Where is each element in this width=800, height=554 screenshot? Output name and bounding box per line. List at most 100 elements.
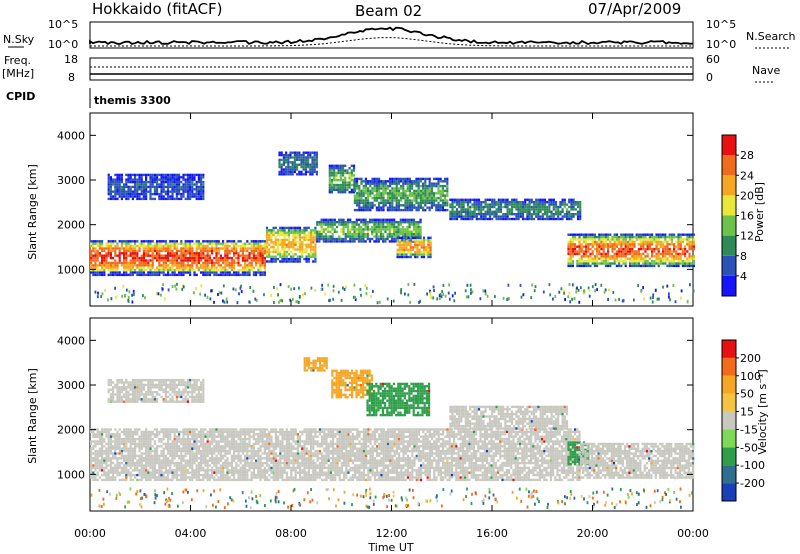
power-cell: [237, 264, 240, 267]
power-cell: [362, 184, 365, 188]
power-cell: [276, 233, 280, 237]
vel-cell: [127, 469, 130, 472]
vel-cell: [114, 478, 117, 482]
power-cell: [268, 238, 271, 242]
power-cell: [441, 204, 444, 207]
power-cell: [331, 240, 334, 243]
power-cell: [578, 247, 581, 251]
power-cell: [364, 182, 367, 185]
power-cell: [175, 173, 178, 177]
power-cell: [285, 165, 288, 169]
power-cell: [138, 188, 141, 191]
vel-cell: [162, 430, 165, 434]
power-cell: [246, 273, 249, 277]
power-cell: [112, 271, 115, 274]
power-cell: [149, 247, 152, 250]
power-cell: [140, 192, 143, 196]
power-cell: [602, 238, 605, 241]
vel-cell: [142, 464, 145, 467]
power-cell: [125, 268, 128, 272]
power-cell: [107, 244, 110, 248]
power-cell: [399, 228, 402, 231]
power-cell: [103, 268, 106, 272]
power-cell: [298, 226, 302, 230]
vel-cell: [116, 442, 119, 446]
power-cell: [342, 218, 345, 221]
vel-cell: [151, 457, 154, 460]
power-cell: [524, 208, 527, 211]
power-cell: [670, 257, 673, 260]
power-cell: [642, 262, 645, 265]
power-cell: [202, 261, 205, 265]
power-cell: [675, 252, 678, 256]
power-cell: [386, 233, 389, 236]
power-cell: [304, 151, 307, 154]
power-cell: [573, 297, 576, 301]
vel-cell: [101, 459, 104, 462]
power-cell: [567, 257, 570, 260]
power-cell: [265, 248, 269, 251]
power-cell: [338, 221, 341, 224]
power-cell: [153, 273, 156, 277]
power-cell: [348, 171, 351, 175]
vel-cell: [156, 461, 159, 465]
power-cell: [579, 201, 582, 204]
power-cell: [147, 180, 150, 184]
power-cell: [140, 188, 143, 191]
power-cell: [140, 176, 143, 179]
power-cell: [127, 244, 130, 248]
power-cell: [341, 186, 345, 189]
power-cell: [342, 233, 345, 236]
power-cell: [395, 187, 398, 190]
power-cell: [350, 169, 353, 172]
power-cell: [517, 201, 520, 204]
power-cell: [404, 189, 407, 193]
power-cell: [657, 235, 660, 239]
power-cell: [303, 229, 306, 232]
power-cell: [486, 203, 489, 206]
power-cell: [175, 264, 178, 267]
power-cell: [255, 240, 258, 243]
power-cell: [285, 260, 288, 263]
power-cell: [397, 187, 400, 190]
power-cell: [289, 153, 292, 157]
power-cell: [607, 252, 610, 256]
power-cell: [379, 228, 383, 231]
power-cell: [524, 203, 527, 206]
power-cell: [202, 252, 205, 255]
power-cell: [195, 173, 198, 177]
power-cell: [460, 198, 463, 201]
power-cell: [309, 233, 313, 237]
power-cell: [309, 255, 313, 258]
power-cell: [397, 201, 400, 205]
vel-cell: [134, 452, 137, 455]
power-cell: [301, 250, 304, 254]
vel-cell: [149, 459, 152, 462]
power-cell: [464, 213, 467, 216]
power-cell: [206, 247, 209, 250]
power-ylabel: Slant Range [km]: [26, 164, 39, 260]
vel-cell: [160, 437, 163, 441]
power-cell: [528, 201, 531, 204]
power-cell: [327, 230, 330, 233]
power-cell: [664, 252, 667, 256]
power-cell: [449, 217, 452, 221]
power-cell: [285, 243, 288, 246]
power-cell: [178, 273, 181, 277]
power-cell: [686, 250, 689, 253]
power-cell: [651, 262, 654, 265]
power-cell: [380, 196, 383, 200]
power-cell: [640, 233, 643, 236]
power-cell: [353, 228, 356, 231]
power-cell: [173, 254, 176, 257]
power-cell: [94, 268, 97, 272]
power-cell: [250, 247, 253, 250]
power-cell: [151, 183, 154, 186]
power-cell: [142, 240, 145, 243]
vel-cell: [107, 435, 110, 438]
power-cell: [580, 233, 583, 236]
power-cell: [598, 243, 601, 246]
power-cell: [626, 235, 629, 239]
power-cell: [292, 241, 295, 244]
